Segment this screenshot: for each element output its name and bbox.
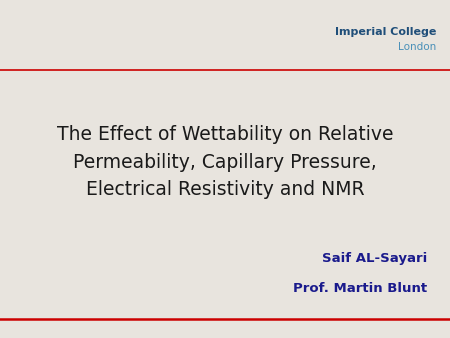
Text: Imperial College: Imperial College [335,27,436,37]
Text: The Effect of Wettability on Relative
Permeability, Capillary Pressure,
Electric: The Effect of Wettability on Relative Pe… [57,125,393,199]
Text: Prof. Martin Blunt: Prof. Martin Blunt [293,283,428,295]
Text: London: London [398,42,436,52]
Text: Saif AL-Sayari: Saif AL-Sayari [322,252,428,265]
